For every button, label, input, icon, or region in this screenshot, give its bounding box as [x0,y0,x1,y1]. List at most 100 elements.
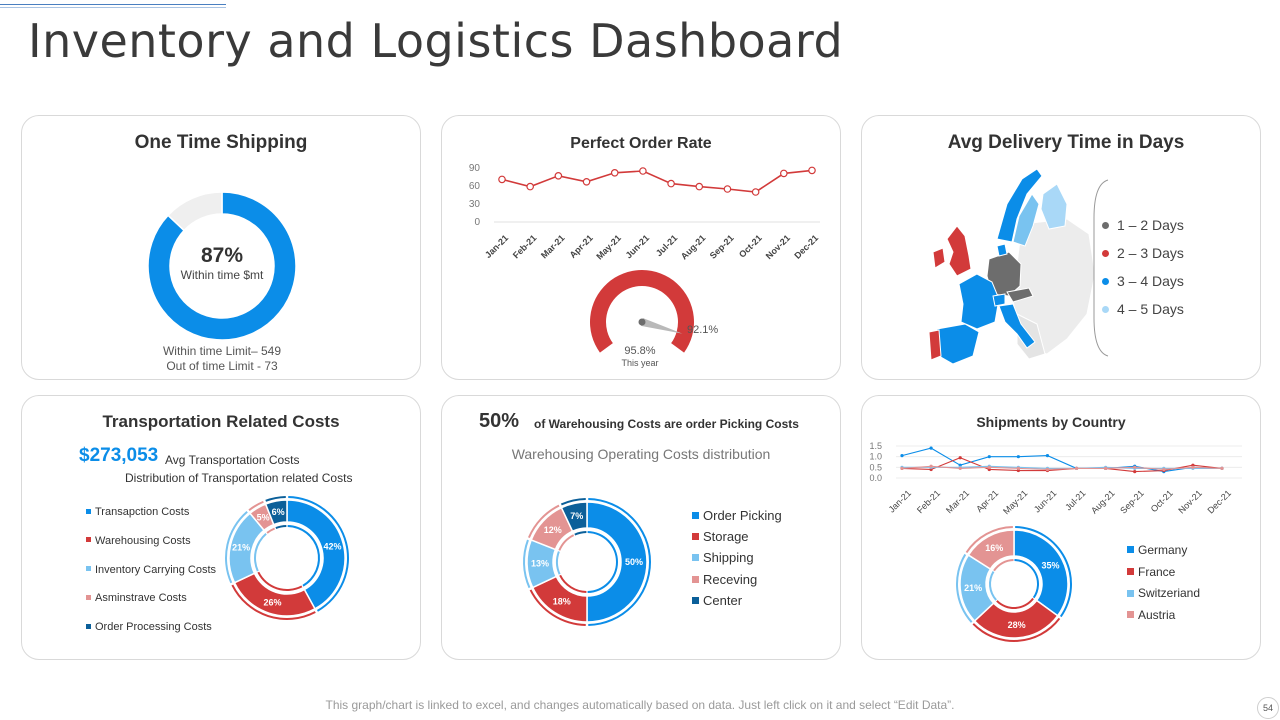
perfect-order-gauge [590,270,694,353]
transport-legend-item: Order Processing Costs [86,621,212,633]
ship-point-austria-Sep-21 [1133,465,1137,469]
warehousing-headline-text: of Warehousing Costs are order Picking C… [534,417,799,431]
warehouse-outer-ring-5 [560,498,586,506]
transport-outer-ring-5 [265,496,286,502]
legend-dot-icon [1102,305,1109,313]
ots-center-value: 87% [200,244,244,267]
legend-label: 3 – 4 Days [1117,273,1184,289]
ship-xtick: May-21 [1001,488,1029,516]
legend-label: 4 – 5 Days [1117,301,1184,317]
panel-avg-delivery: Avg Delivery Time in Days 1 – 2 Days 2 – … [861,115,1261,380]
transport-label-5: 6% [272,507,285,517]
ship-point-france-Sep-21 [1133,470,1137,474]
warehouse-label-3: 13% [531,558,549,568]
ship-xtick: Nov-21 [1176,488,1204,516]
legend-square-icon [1127,546,1134,554]
panel-one-time-shipping: One Time Shipping 87% Within time $mt Wi… [21,115,421,380]
warehouse-inner-ring-3 [556,551,561,575]
por-ytick: 90 [469,163,481,174]
shipments-line-chart: 0.00.51.01.5 Jan-21 Feb-21 Mar-21 Apr-21 May-… [869,441,1242,516]
one-time-shipping-title: One Time Shipping [134,132,308,153]
legend-label: 1 – 2 Days [1117,217,1184,233]
ship-point-austria-Jun-21 [1045,467,1050,472]
ship-point-germany-Apr-21 [987,455,991,459]
legend-square-icon [86,623,91,629]
map-uk [946,225,972,277]
ship-ytick: 1.0 [869,452,882,462]
por-ytick: 30 [469,199,481,210]
legend-label: Center [703,592,743,608]
ship-inner-ring-1 [1014,559,1039,599]
legend-square-icon [1127,589,1134,597]
transport-legend-item: Transapction Costs [86,506,189,518]
transport-legend-item: Asminstrave Costs [86,592,187,604]
ship-xtick: Mar-21 [944,488,971,515]
ship-line-austria [901,465,1223,471]
por-xtick: Mar-21 [539,233,567,261]
por-point-Sep-21 [723,185,732,193]
transport-slice-2 [233,572,316,617]
por-point-Jul-21 [667,179,675,188]
footer-note: This graph/chart is linked to excel, and… [325,698,955,712]
ship-xtick: Aug-21 [1089,488,1117,516]
delivery-legend-item: 2 – 3 Days [1102,245,1184,261]
warehouse-label-4: 12% [544,525,562,535]
ship-legend-item: Germany [1127,543,1187,557]
ship-xtick: Jan-21 [887,488,914,515]
shipments-donut: 35% 28% 21% 16% [956,526,1072,642]
legend-label: Storage [703,529,749,545]
legend-label: Warehousing Costs [95,534,191,547]
warehouse-slice-5 [560,501,588,533]
map-finland [1040,183,1068,230]
legend-label: Shipping [703,550,754,566]
warehouse-outer-ring-2 [529,589,586,626]
legend-square-icon [86,594,91,600]
ots-center-label: Within time $mt [180,268,264,282]
ship-xtick: Apr-21 [974,488,1000,514]
ots-slice-2 [166,191,223,232]
por-ytick: 60 [469,181,481,192]
ship-point-germany-Jan-21 [900,454,904,458]
delivery-legend-item: 3 – 4 Days [1102,273,1184,289]
transport-label-2: 26% [263,598,281,608]
legend-dot-icon [1102,249,1109,257]
por-xtick: Dec-21 [792,233,820,261]
ship-ytick: 1.5 [869,441,882,451]
ship-point-austria-Aug-21 [1104,466,1108,470]
ship-point-germany-May-21 [1016,455,1020,459]
por-point-Jun-21 [639,167,647,175]
transport-amount: $273,053 [79,445,159,466]
top-accent-line [0,4,226,5]
delivery-legend-item: 1 – 2 Days [1102,217,1184,233]
legend-label: Asminstrave Costs [95,592,187,605]
ship-ytick: 0.0 [869,473,882,483]
ship-label-2: 28% [1008,620,1026,630]
legend-label: Order Processing Costs [95,621,212,634]
ship-outer-ring-1 [1015,526,1072,618]
gauge-value: 92.1% [687,324,719,336]
transport-outer-ring-4 [248,500,264,512]
legend-label: Austria [1138,607,1176,622]
map-norway [996,168,1043,243]
page-title: Inventory and Logistics Dashboard [28,14,844,68]
legend-label: 2 – 3 Days [1117,245,1184,261]
ship-inner-ring-4 [993,559,1014,572]
transport-inner-ring-4 [266,527,276,534]
ship-xtick: Dec-21 [1205,488,1233,516]
legend-label: Germany [1138,543,1188,557]
ship-point-germany-Jun-21 [1045,454,1050,458]
warehousing-headline-pct: 50% [479,410,520,432]
ship-point-austria-Nov-21 [1191,465,1195,469]
ship-legend-item: Switzeriand [1127,586,1200,600]
legend-label: Order Picking [703,508,782,523]
ship-inner-ring-3 [989,571,997,601]
legend-square-icon [692,512,699,520]
por-point-Oct-21 [751,188,760,196]
legend-label: Transapction Costs [95,506,190,518]
perfect-order-title: Perfect Order Rate [570,135,712,152]
transport-legend-item: Inventory Carrying Costs [86,564,216,576]
legend-dot-icon [1102,277,1109,285]
por-ytick: 0 [474,217,480,228]
ship-xtick: Sep-21 [1118,488,1146,516]
ship-outer-ring-2 [972,617,1061,642]
